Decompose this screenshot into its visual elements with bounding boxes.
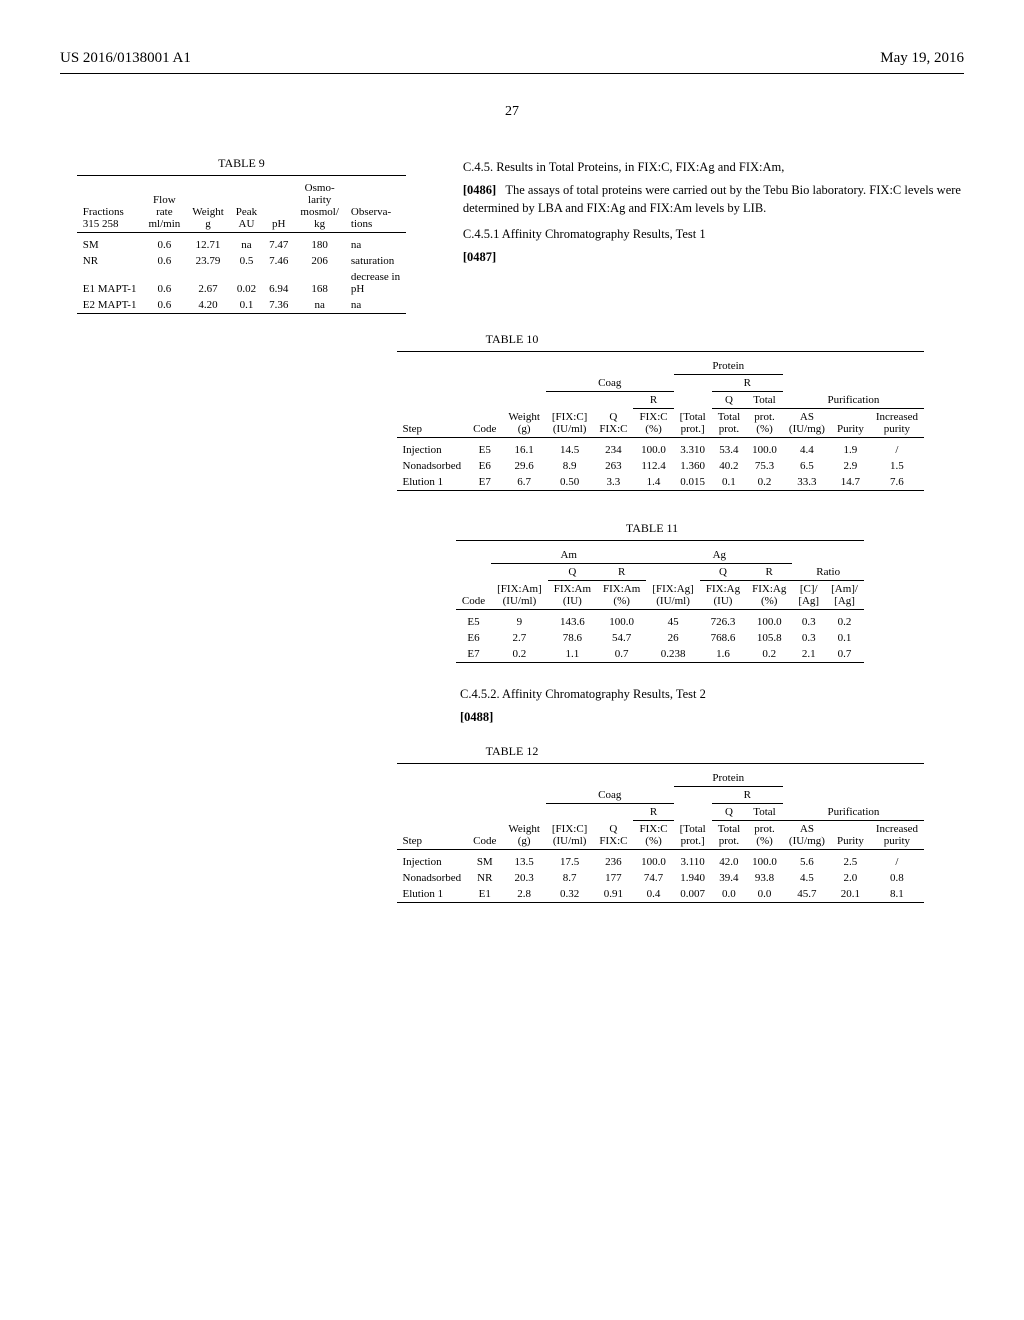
table-row: E7 0.2 1.1 0.7 0.238 1.6 0.2 2.1 0.7 bbox=[456, 646, 864, 663]
t11-c4: [FIX:Ag](IU/ml) bbox=[646, 581, 700, 610]
para-0487: [0487] bbox=[463, 248, 964, 266]
t11-c3: FIX:Am(%) bbox=[597, 581, 646, 610]
table12: Protein Coag R R Q Total Purification St… bbox=[397, 763, 925, 903]
para-num-0486: [0486] bbox=[463, 183, 496, 197]
table9: Fractions315 258 Flowrateml/min Weightg … bbox=[77, 175, 406, 314]
section-c452-head: C.4.5.2. Affinity Chromatography Results… bbox=[460, 687, 964, 702]
table11: Am Ag Q R Q R Ratio Code [FIX:Am](IU/ml)… bbox=[456, 540, 864, 663]
t12-c5: FIX:C(%) bbox=[633, 821, 673, 850]
t10-c0: Step bbox=[397, 409, 468, 438]
table10-group-r: R bbox=[712, 375, 783, 392]
t12-c7: Totalprot. bbox=[712, 821, 746, 850]
table10-sub-r: R bbox=[633, 392, 673, 409]
table9-col1: Flowrateml/min bbox=[142, 180, 186, 233]
table9-col2: Weightg bbox=[186, 180, 230, 233]
t12-group-coag: Coag bbox=[546, 787, 674, 804]
t11-sub-r2: R bbox=[746, 564, 792, 581]
table-row: E5 9 143.6 100.0 45 726.3 100.0 0.3 0.2 bbox=[456, 614, 864, 630]
t10-c8: prot.(%) bbox=[746, 409, 783, 438]
t10-c5: FIX:C(%) bbox=[633, 409, 673, 438]
t11-sub-r1: R bbox=[597, 564, 646, 581]
t11-group-ag: Ag bbox=[646, 547, 792, 564]
t12-c8: prot.(%) bbox=[746, 821, 783, 850]
table10-sub-q: Q bbox=[712, 392, 746, 409]
table9-col0: Fractions315 258 bbox=[77, 180, 143, 233]
header-rule bbox=[60, 73, 964, 74]
table-row: Elution 1 E7 6.7 0.50 3.3 1.4 0.015 0.1 … bbox=[397, 474, 925, 491]
t12-c10: Purity bbox=[831, 821, 870, 850]
t11-group-am: Am bbox=[491, 547, 646, 564]
t10-c2: Weight(g) bbox=[502, 409, 546, 438]
table10: Protein Coag R R Q Total Purification St… bbox=[397, 351, 925, 491]
t12-c6: [Totalprot.] bbox=[674, 821, 712, 850]
t12-group-protein: Protein bbox=[674, 770, 783, 787]
t11-c6: FIX:Ag(%) bbox=[746, 581, 792, 610]
t12-c11: Increasedpurity bbox=[870, 821, 924, 850]
t10-c6: [Totalprot.] bbox=[674, 409, 712, 438]
page-number: 27 bbox=[60, 104, 964, 120]
t11-sub-q1: Q bbox=[548, 564, 597, 581]
t10-c1: Code bbox=[467, 409, 502, 438]
table-row: Nonadsorbed NR 20.3 8.7 177 74.7 1.940 3… bbox=[397, 870, 925, 886]
table11-caption: TABLE 11 bbox=[340, 521, 964, 536]
t10-c7: Totalprot. bbox=[712, 409, 746, 438]
t10-c10: Purity bbox=[831, 409, 870, 438]
t11-group-ratio: Ratio bbox=[792, 564, 864, 581]
table9-col5: Osmo-laritymosmol/kg bbox=[294, 180, 345, 233]
table-row: Injection SM 13.5 17.5 236 100.0 3.110 4… bbox=[397, 854, 925, 870]
pub-date: May 19, 2016 bbox=[880, 50, 964, 67]
t10-c4: QFIX:C bbox=[593, 409, 633, 438]
t10-c11: Increasedpurity bbox=[870, 409, 924, 438]
section-c451-head: C.4.5.1 Affinity Chromatography Results,… bbox=[463, 227, 964, 242]
t11-c7: [C]/[Ag] bbox=[792, 581, 825, 610]
section-c45-head: C.4.5. Results in Total Proteins, in FIX… bbox=[463, 160, 964, 175]
table10-group-purif: Purification bbox=[783, 392, 924, 409]
table-row: NR 0.6 23.79 0.5 7.46 206 saturation bbox=[77, 253, 406, 269]
t12-c0: Step bbox=[397, 821, 468, 850]
table-row: Injection E5 16.1 14.5 234 100.0 3.310 5… bbox=[397, 442, 925, 458]
para-body-0486: The assays of total proteins were carrie… bbox=[463, 183, 961, 215]
t12-sub-r: R bbox=[633, 804, 673, 821]
t12-sub-total: Total bbox=[746, 804, 783, 821]
para-num-0488: [0488] bbox=[460, 710, 493, 724]
table9-caption: TABLE 9 bbox=[60, 156, 423, 171]
table10-group-protein: Protein bbox=[674, 358, 783, 375]
table9-col3: PeakAU bbox=[230, 180, 263, 233]
table-row: Nonadsorbed E6 29.6 8.9 263 112.4 1.360 … bbox=[397, 458, 925, 474]
t11-c2: FIX:Am(IU) bbox=[548, 581, 597, 610]
table9-col4: pH bbox=[263, 180, 294, 233]
t12-c3: [FIX:C](IU/ml) bbox=[546, 821, 593, 850]
t11-c8: [Am]/[Ag] bbox=[825, 581, 864, 610]
table-row: Elution 1 E1 2.8 0.32 0.91 0.4 0.007 0.0… bbox=[397, 886, 925, 903]
para-0488: [0488] bbox=[460, 708, 964, 726]
table10-sub-total: Total bbox=[746, 392, 783, 409]
table-row: E6 2.7 78.6 54.7 26 768.6 105.8 0.3 0.1 bbox=[456, 630, 864, 646]
t12-c2: Weight(g) bbox=[502, 821, 546, 850]
table-row: E2 MAPT-1 0.6 4.20 0.1 7.36 na na bbox=[77, 297, 406, 314]
t11-sub-q2: Q bbox=[700, 564, 746, 581]
t12-c9: AS(IU/mg) bbox=[783, 821, 831, 850]
table-row: E1 MAPT-1 0.6 2.67 0.02 6.94 168 decreas… bbox=[77, 269, 406, 297]
t10-c3: [FIX:C](IU/ml) bbox=[546, 409, 593, 438]
table-row: SM 0.6 12.71 na 7.47 180 na bbox=[77, 237, 406, 253]
t11-c0: Code bbox=[456, 581, 491, 610]
para-num-0487: [0487] bbox=[463, 250, 496, 264]
t12-c4: QFIX:C bbox=[593, 821, 633, 850]
t12-sub-q: Q bbox=[712, 804, 746, 821]
table12-caption: TABLE 12 bbox=[60, 744, 964, 759]
table10-caption: TABLE 10 bbox=[60, 332, 964, 347]
para-0486: [0486] The assays of total proteins were… bbox=[463, 181, 964, 217]
table9-col6: Observa-tions bbox=[345, 180, 406, 233]
pub-number: US 2016/0138001 A1 bbox=[60, 50, 191, 67]
page-header: US 2016/0138001 A1 May 19, 2016 bbox=[60, 50, 964, 67]
t12-group-purif: Purification bbox=[783, 804, 924, 821]
table10-group-coag: Coag bbox=[546, 375, 674, 392]
t11-c1: [FIX:Am](IU/ml) bbox=[491, 581, 548, 610]
t11-c5: FIX:Ag(IU) bbox=[700, 581, 746, 610]
t10-c9: AS(IU/mg) bbox=[783, 409, 831, 438]
t12-c1: Code bbox=[467, 821, 502, 850]
t12-group-r: R bbox=[712, 787, 783, 804]
